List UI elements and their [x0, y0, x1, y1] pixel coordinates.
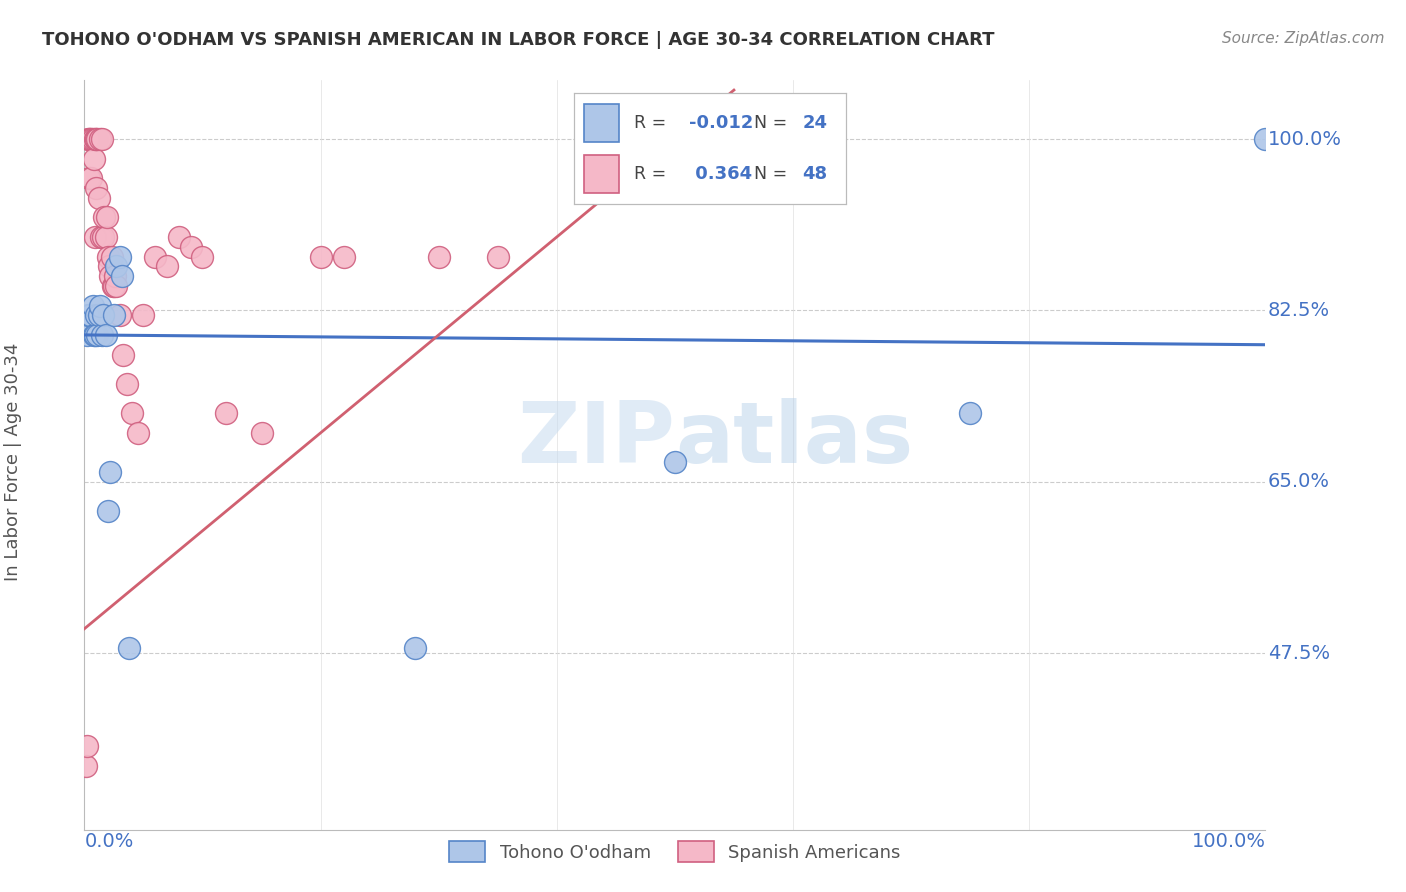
Point: [80, 171, 103, 186]
Text: 65.0%: 65.0%: [1268, 473, 1330, 491]
Point: [84, 230, 107, 244]
Text: ZIP: ZIP: [517, 399, 675, 482]
Point: [98, 465, 121, 479]
Text: atlas: atlas: [675, 399, 912, 482]
Point: [98, 260, 121, 274]
Point: [103, 279, 125, 293]
Point: [111, 269, 134, 284]
Point: [84, 181, 107, 195]
Point: [79, 132, 101, 146]
Point: [86, 327, 108, 342]
Point: [93, 211, 115, 225]
Point: [79, 309, 101, 323]
Point: [84, 132, 107, 146]
Point: [108, 250, 131, 264]
Point: [84, 132, 107, 146]
Point: [167, 230, 190, 244]
Point: [77, 132, 100, 146]
Point: [100, 250, 122, 264]
Point: [664, 455, 686, 469]
Point: [77, 309, 100, 323]
Point: [427, 250, 450, 264]
Point: [94, 327, 117, 342]
Point: [112, 347, 135, 361]
Point: [77, 171, 100, 186]
Point: [215, 406, 238, 420]
Point: [132, 309, 155, 323]
Point: [89, 132, 111, 146]
Text: In Labor Force | Age 30-34: In Labor Force | Age 30-34: [4, 343, 22, 582]
Point: [91, 132, 114, 146]
Point: [127, 425, 149, 440]
Point: [76, 739, 98, 754]
Text: Source: ZipAtlas.com: Source: ZipAtlas.com: [1222, 31, 1385, 46]
Point: [91, 230, 114, 244]
Point: [84, 327, 107, 342]
Point: [83, 152, 105, 166]
Point: [86, 132, 108, 146]
Point: [104, 269, 127, 284]
Text: 47.5%: 47.5%: [1268, 644, 1330, 663]
Point: [87, 191, 110, 205]
Point: [97, 250, 120, 264]
Point: [115, 376, 138, 391]
Point: [91, 309, 114, 323]
Point: [121, 406, 143, 420]
Point: [101, 279, 124, 293]
Point: [91, 327, 114, 342]
Point: [180, 240, 202, 254]
Point: [83, 327, 105, 342]
Point: [156, 260, 179, 274]
Text: TOHONO O'ODHAM VS SPANISH AMERICAN IN LABOR FORCE | AGE 30-34 CORRELATION CHART: TOHONO O'ODHAM VS SPANISH AMERICAN IN LA…: [42, 31, 994, 49]
Point: [98, 269, 121, 284]
Point: [76, 327, 98, 342]
Point: [1254, 132, 1277, 146]
Text: 100.0%: 100.0%: [1268, 129, 1341, 149]
Point: [486, 250, 509, 264]
Point: [96, 211, 118, 225]
Point: [82, 299, 104, 313]
Text: 82.5%: 82.5%: [1268, 301, 1330, 320]
Point: [75, 759, 97, 773]
Point: [90, 230, 112, 244]
Point: [404, 641, 426, 656]
Point: [118, 641, 141, 656]
Legend: Tohono O'odham, Spanish Americans: Tohono O'odham, Spanish Americans: [441, 834, 908, 869]
Point: [87, 309, 110, 323]
Point: [89, 299, 111, 313]
Point: [959, 406, 981, 420]
Point: [309, 250, 332, 264]
Point: [105, 260, 128, 274]
Point: [82, 132, 104, 146]
Point: [80, 132, 103, 146]
Point: [250, 425, 273, 440]
Point: [84, 309, 107, 323]
Point: [105, 279, 128, 293]
Text: 100.0%: 100.0%: [1191, 831, 1265, 850]
Point: [94, 230, 117, 244]
Text: 0.0%: 0.0%: [84, 831, 134, 850]
Point: [103, 309, 125, 323]
Point: [143, 250, 166, 264]
Point: [97, 504, 120, 518]
Point: [77, 132, 100, 146]
Point: [191, 250, 214, 264]
Point: [108, 309, 131, 323]
Point: [333, 250, 356, 264]
